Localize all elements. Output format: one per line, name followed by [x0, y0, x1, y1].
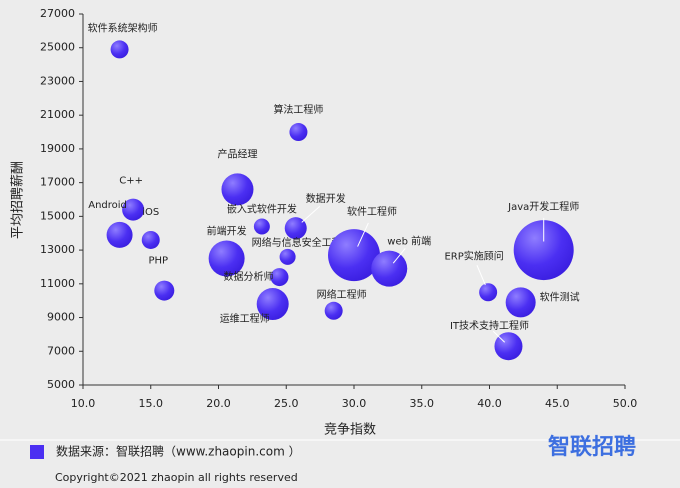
bubble-label: 软件系统架构师	[88, 21, 158, 34]
bubble	[256, 288, 289, 321]
y-tick-label: 27000	[40, 7, 75, 20]
bubble-label: 算法工程师	[273, 103, 323, 116]
bubble-label: 数据分析师	[223, 270, 273, 283]
y-tick-label: 21000	[40, 108, 75, 121]
bubble	[253, 218, 270, 235]
bubble-label: 嵌入式软件开发	[227, 202, 297, 215]
bubble	[289, 123, 308, 142]
logo: 智联招聘	[548, 434, 636, 460]
bubble-label: web 前端	[387, 235, 431, 248]
bubble-label: ERP实施顾问	[444, 249, 503, 262]
leader-line	[476, 265, 486, 286]
bubble-label: Android	[88, 200, 127, 211]
y-tick-label: 15000	[40, 209, 75, 222]
bubble-label: 软件测试	[540, 290, 580, 303]
bubble-label: 网络工程师	[317, 288, 367, 301]
bubble-label: 软件工程师	[347, 205, 397, 218]
leader-line	[357, 222, 369, 247]
x-tick-label: 30.0	[342, 397, 367, 410]
x-tick-label: 40.0	[477, 397, 502, 410]
x-tick-label: 35.0	[410, 397, 435, 410]
y-tick-label: 25000	[40, 41, 75, 54]
bubble	[122, 198, 145, 221]
y-tick-label: 7000	[47, 344, 75, 357]
bubble	[141, 230, 160, 249]
bubble	[154, 280, 175, 301]
bubble-label: 网络与信息安全工程师	[252, 236, 352, 249]
leader-line	[492, 330, 506, 343]
copyright: Copyright©2021 zhaopin all rights reserv…	[55, 471, 298, 484]
y-tick-label: 23000	[40, 74, 75, 87]
bubble	[513, 220, 574, 281]
bubble	[106, 221, 133, 248]
legend-label: 数据来源：智联招聘（www.zhaopin.com ）	[56, 444, 301, 459]
bubble-label: Java开发工程师	[507, 200, 579, 213]
y-tick-label: 11000	[40, 277, 75, 290]
bubble	[208, 240, 245, 277]
bubble	[110, 40, 129, 59]
leader-line	[392, 248, 406, 264]
bubble	[328, 229, 380, 282]
y-axis-label: 平均招聘薪酬	[11, 161, 26, 239]
y-tick-label: 13000	[40, 243, 75, 256]
bubble	[284, 217, 307, 240]
bubble-label: iOS	[142, 207, 159, 218]
x-tick-label: 45.0	[545, 397, 570, 410]
bubble-label: 数据开发	[306, 192, 346, 205]
bubble-label: 产品经理	[217, 147, 257, 160]
bubble	[505, 287, 536, 318]
x-axis-label: 竞争指数	[324, 422, 376, 438]
bubble	[279, 248, 296, 265]
y-tick-label: 17000	[40, 176, 75, 189]
x-tick-label: 50.0	[613, 397, 638, 410]
bubble	[221, 173, 254, 206]
y-tick-label: 5000	[47, 378, 75, 391]
bubble-label: PHP	[149, 256, 169, 267]
x-tick-label: 20.0	[206, 397, 231, 410]
y-tick-label: 9000	[47, 311, 75, 324]
leader-line	[301, 206, 321, 223]
bubble-label: IT技术支持工程师	[450, 319, 529, 332]
bubble	[479, 283, 498, 302]
x-tick-label: 15.0	[139, 397, 164, 410]
x-tick-label: 25.0	[274, 397, 299, 410]
bubble	[270, 268, 289, 287]
legend-swatch	[30, 445, 44, 459]
y-tick-label: 19000	[40, 142, 75, 155]
bubble-label: 运维工程师	[220, 312, 270, 325]
bubble	[371, 250, 408, 287]
bubble	[324, 301, 343, 320]
bubble-label: 前端开发	[207, 225, 247, 238]
x-tick-label: 10.0	[71, 397, 96, 410]
bubble-label: C++	[119, 176, 143, 187]
